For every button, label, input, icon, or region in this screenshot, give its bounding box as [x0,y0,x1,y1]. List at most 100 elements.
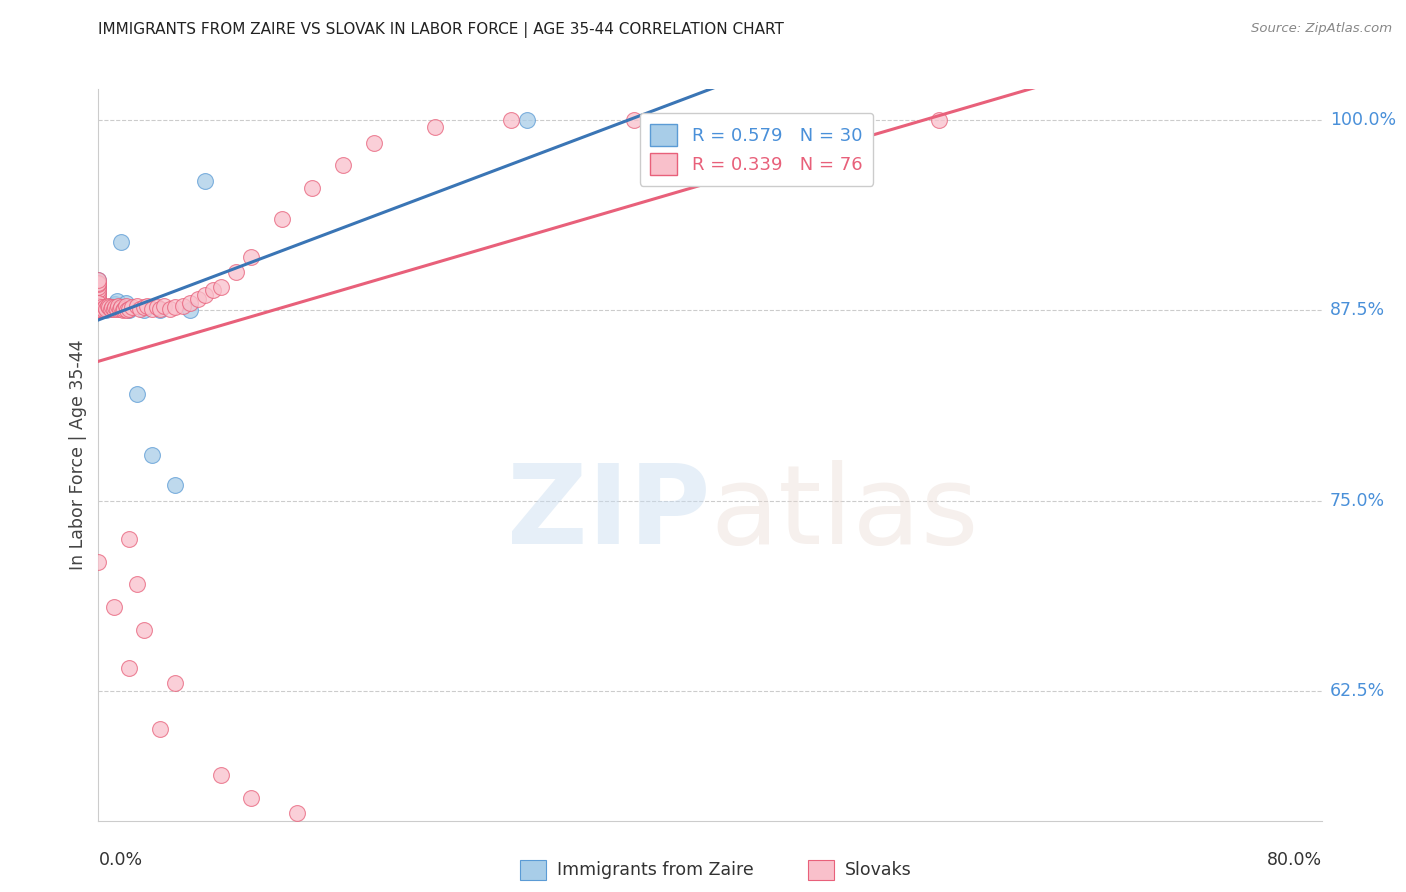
Point [103,600,125,615]
Point [141,301,163,316]
Point [94,301,117,316]
Text: atlas: atlas [710,460,979,567]
Point [87,293,110,308]
Point [301,181,323,195]
Point [94,300,117,314]
Point [117,303,139,318]
Point [209,280,232,294]
Point [179,295,201,310]
Point [179,303,201,318]
Point [105,293,128,308]
Point [134,623,156,637]
Point [125,387,148,401]
Point [118,301,141,316]
Point [187,293,209,307]
Point [87,280,110,294]
Point [93,300,115,314]
Point [225,265,247,279]
Point [104,297,127,311]
Point [149,723,172,737]
Text: 100.0%: 100.0% [1330,111,1396,128]
Point [101,300,124,314]
Point [90,301,112,316]
Point [97,299,120,313]
Text: 87.5%: 87.5% [1330,301,1385,319]
Point [91,303,114,318]
Point [100,301,122,316]
Point [87,303,110,318]
Text: IMMIGRANTS FROM ZAIRE VS SLOVAK IN LABOR FORCE | AGE 35-44 CORRELATION CHART: IMMIGRANTS FROM ZAIRE VS SLOVAK IN LABOR… [98,22,785,38]
Point [100,299,122,313]
Point [332,158,354,172]
Point [149,303,172,318]
Point [87,286,110,301]
Point [145,300,167,314]
Point [87,273,110,287]
Point [115,299,138,313]
Point [107,299,129,313]
Point [87,276,110,290]
Point [363,136,385,150]
Text: Immigrants from Zaire: Immigrants from Zaire [557,861,754,879]
Point [163,300,186,314]
Point [87,303,110,318]
Point [118,661,141,675]
Point [285,805,308,820]
Text: 80.0%: 80.0% [1267,851,1322,869]
Point [928,112,950,127]
Point [98,301,121,316]
Point [87,273,110,287]
Point [103,300,125,314]
Point [194,288,217,302]
Point [98,300,121,314]
Point [87,301,110,316]
Point [90,300,112,314]
Point [91,299,114,313]
Point [240,790,263,805]
Point [172,299,194,313]
Point [153,299,176,313]
Point [87,295,110,310]
Point [121,300,143,314]
Point [91,301,114,316]
Point [501,112,523,127]
Point [87,295,110,310]
Point [118,532,141,546]
Point [93,300,115,314]
Point [516,112,538,127]
Point [87,277,110,292]
Point [209,768,232,782]
Point [89,301,111,316]
Point [87,555,110,569]
Point [87,300,110,314]
Point [270,211,292,226]
Point [125,299,148,313]
Point [623,112,645,127]
Point [89,299,111,313]
Point [94,303,117,318]
Point [87,289,110,303]
Point [87,303,110,318]
Point [87,286,110,301]
Point [108,301,131,316]
Point [87,284,110,298]
Point [111,303,134,318]
Text: Slovaks: Slovaks [845,861,911,879]
Point [240,250,263,264]
Point [118,303,141,318]
Point [163,676,186,690]
Point [134,300,156,314]
Point [87,301,110,316]
Point [194,174,217,188]
Point [159,301,181,316]
Point [423,120,446,135]
Point [87,293,110,307]
Point [112,301,135,316]
Text: 75.0%: 75.0% [1330,491,1385,509]
Point [105,301,128,316]
Point [104,300,127,314]
Point [149,301,172,316]
Point [125,577,148,591]
Legend: R = 0.579   N = 30, R = 0.339   N = 76: R = 0.579 N = 30, R = 0.339 N = 76 [640,113,873,186]
Point [134,303,156,318]
